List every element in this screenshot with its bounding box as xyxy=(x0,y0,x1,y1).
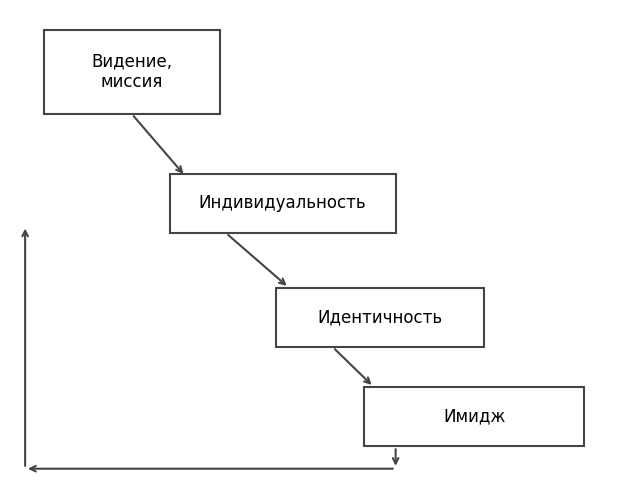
FancyBboxPatch shape xyxy=(44,30,220,114)
Text: Видение,
миссия: Видение, миссия xyxy=(91,53,173,91)
Text: Имидж: Имидж xyxy=(443,408,506,426)
FancyBboxPatch shape xyxy=(276,288,484,347)
FancyBboxPatch shape xyxy=(170,174,396,233)
FancyBboxPatch shape xyxy=(364,387,584,446)
Text: Индивидуальность: Индивидуальность xyxy=(199,194,366,212)
Text: Идентичность: Идентичность xyxy=(317,309,443,326)
